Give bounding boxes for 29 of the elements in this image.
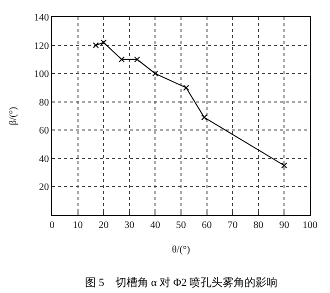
caption: 图 5 切槽角 α 对 Φ2 喷孔头雾角的影响 [85, 276, 278, 289]
x-tick-label: 50 [176, 220, 186, 231]
x-tick-label: 20 [98, 220, 109, 231]
point [118, 56, 125, 62]
point [134, 56, 140, 62]
y-tick-label: 100 [34, 69, 49, 80]
point [201, 114, 208, 120]
y-tick-label: 140 [34, 12, 49, 24]
x-tick-label: 70 [228, 220, 238, 231]
x-tick-label: 60 [202, 220, 212, 231]
x-tick-label: 100 [302, 220, 318, 231]
point [152, 70, 158, 77]
point [281, 162, 288, 168]
point [92, 42, 99, 48]
y-tick-label: 120 [34, 40, 49, 52]
x-tick-label: 40 [150, 220, 160, 231]
x-tick-label: 0 [50, 220, 54, 231]
y-axis-title: β/(°) [8, 106, 19, 126]
y-tick-label: 20 [39, 182, 49, 194]
y-tick-label: 80 [39, 97, 49, 108]
x-tick-label: 90 [279, 220, 290, 231]
x-tick-label: 10 [72, 220, 83, 231]
x-axis-title: θ/(°) [172, 244, 190, 256]
y-tick-label: 60 [39, 126, 49, 137]
x-tick-label: 80 [253, 220, 264, 231]
x-tick-label: 30 [124, 220, 134, 231]
y-tick-label: 40 [39, 154, 49, 165]
point [100, 39, 107, 46]
point [183, 84, 190, 91]
